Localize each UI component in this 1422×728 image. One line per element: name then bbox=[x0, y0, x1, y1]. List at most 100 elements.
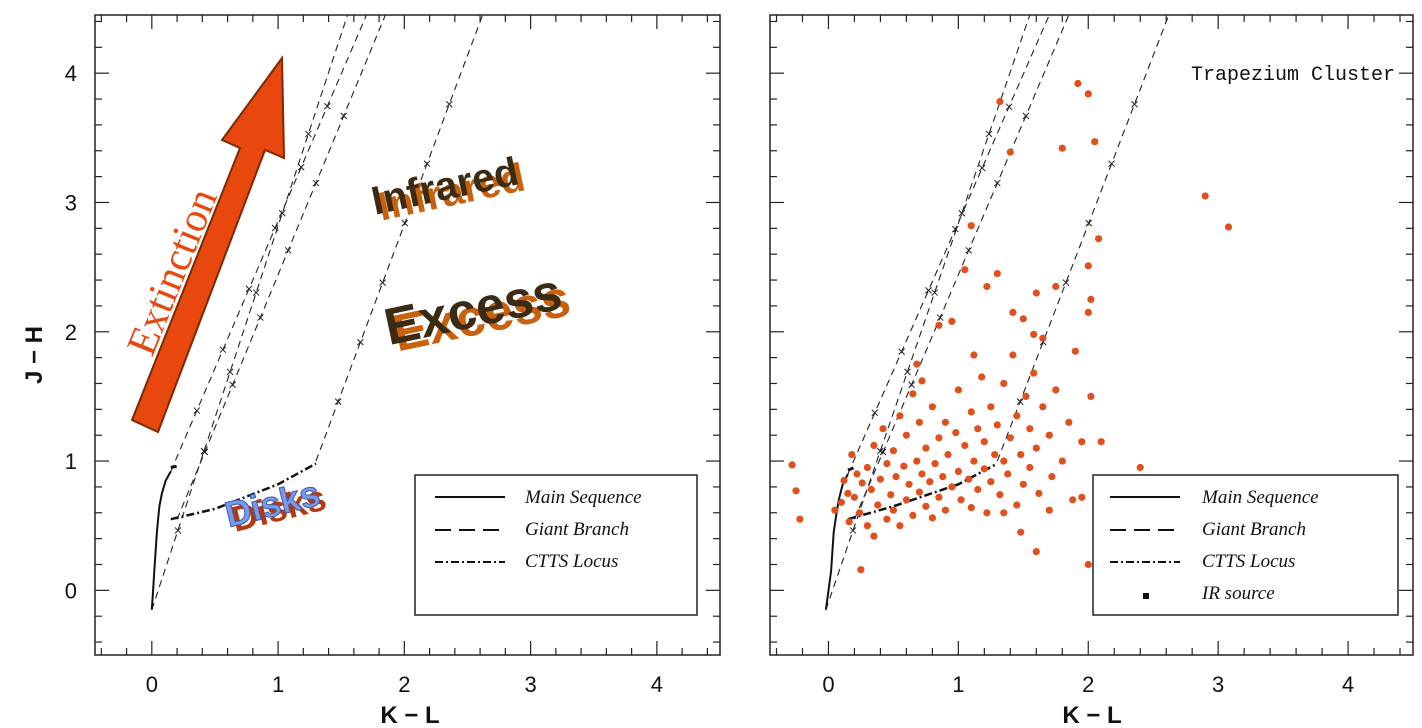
left-x-tick-label: 4 bbox=[651, 672, 663, 697]
left-reddening-marker bbox=[334, 398, 342, 405]
left-reddening-line bbox=[151, 14, 349, 610]
ir-source-point bbox=[1071, 347, 1079, 355]
ir-source-point bbox=[967, 408, 975, 416]
ir-source-point bbox=[1000, 509, 1008, 517]
left-reddening-marker bbox=[284, 246, 292, 254]
left-legend-giant-branch: Giant Branch bbox=[525, 519, 629, 540]
ir-source-point bbox=[870, 441, 878, 450]
ir-source-point bbox=[941, 506, 950, 514]
left-curves bbox=[150, 14, 484, 610]
ir-source-point bbox=[961, 441, 969, 450]
ir-source-point bbox=[845, 518, 853, 526]
ir-source-point bbox=[928, 514, 937, 522]
right-reddening-marker bbox=[925, 287, 932, 294]
ir-source-point bbox=[863, 463, 872, 472]
ir-source-point bbox=[922, 502, 930, 510]
left-ticks: 0 1 2 3 4 0 1 2 3 4 bbox=[65, 15, 720, 697]
ir-source-point bbox=[974, 425, 982, 433]
ir-source-point bbox=[944, 451, 952, 459]
ir-source-point bbox=[1084, 262, 1092, 270]
ir-source-point bbox=[974, 485, 982, 494]
left-reddening-line bbox=[315, 14, 484, 462]
ir-source-point bbox=[1013, 412, 1021, 420]
left-reddening-marker bbox=[305, 130, 312, 138]
ir-source-point bbox=[1084, 560, 1092, 569]
right-reddening-marker bbox=[904, 368, 911, 376]
left-reddening-marker bbox=[445, 100, 453, 108]
ir-source-point bbox=[1006, 434, 1014, 442]
ir-source-point bbox=[1074, 79, 1082, 88]
ir-source-point bbox=[1013, 501, 1021, 509]
ir-source-point bbox=[889, 447, 898, 455]
ir-source-point bbox=[870, 532, 878, 540]
ir-source-point bbox=[978, 373, 986, 381]
ir-source-point bbox=[987, 478, 995, 486]
ir-source-point bbox=[928, 403, 937, 411]
right-legend-box bbox=[1092, 474, 1399, 616]
ir-source-point bbox=[1136, 463, 1144, 472]
ir-source-point bbox=[954, 467, 963, 475]
extinction-arrow-shape bbox=[130, 55, 286, 434]
left-reddening-marker bbox=[323, 102, 331, 110]
left-x-tick-label: 1 bbox=[272, 672, 284, 697]
right-reddening-marker bbox=[908, 381, 915, 389]
ir-source-point bbox=[850, 493, 859, 501]
right-ir-sources bbox=[788, 79, 1233, 574]
infrared-word: Infrared Infrared bbox=[368, 150, 529, 230]
ir-source-point bbox=[905, 480, 913, 488]
right-x-tick-label: 0 bbox=[822, 672, 834, 697]
ir-source-point bbox=[915, 488, 924, 496]
ir-source-point bbox=[1087, 392, 1095, 400]
right-reddening-marker bbox=[993, 179, 1001, 187]
ir-source-point bbox=[1026, 463, 1034, 472]
ir-source-point bbox=[896, 412, 904, 420]
ir-source-point bbox=[918, 470, 926, 478]
ir-source-point bbox=[1201, 192, 1209, 200]
ir-source-point bbox=[883, 460, 891, 468]
ir-source-point bbox=[1017, 451, 1025, 459]
right-reddening-line bbox=[853, 14, 1070, 520]
ir-source-point bbox=[853, 470, 861, 478]
left-main-sequence-curve bbox=[150, 470, 172, 610]
ir-source-point bbox=[915, 418, 924, 426]
ir-source-point bbox=[991, 451, 999, 459]
right-reddening-marker bbox=[931, 289, 938, 296]
right-reddening-marker bbox=[1016, 398, 1024, 405]
ir-source-point bbox=[1048, 473, 1056, 481]
right-chart-title: Trapezium Cluster bbox=[1191, 64, 1395, 87]
ir-source-point bbox=[837, 498, 846, 506]
ir-source-point bbox=[1006, 148, 1014, 156]
ir-source-point bbox=[788, 461, 796, 469]
right-reddening-marker bbox=[898, 348, 905, 355]
ir-source-point bbox=[935, 434, 943, 442]
right-panel: 0 1 2 3 4 Trapezium Cluster Main Sequence Gi… bbox=[769, 14, 1414, 728]
ir-source-point bbox=[867, 485, 875, 494]
right-reddening-line bbox=[996, 14, 1170, 462]
ir-source-point bbox=[887, 491, 895, 499]
ir-source-point bbox=[970, 457, 978, 465]
ir-source-point bbox=[1224, 223, 1233, 231]
ir-source-point bbox=[935, 493, 943, 501]
left-y-tick-label: 4 bbox=[65, 61, 77, 86]
left-y-tick-label: 0 bbox=[65, 578, 77, 603]
ir-source-point bbox=[967, 222, 975, 230]
right-x-tick-label: 1 bbox=[952, 672, 964, 697]
right-legend-giant-branch: Giant Branch bbox=[1202, 519, 1306, 540]
ir-source-point bbox=[926, 478, 934, 486]
right-legend-swatch-ir-source bbox=[1143, 593, 1149, 599]
left-reddening-marker bbox=[297, 163, 305, 171]
left-y-tick-label: 2 bbox=[65, 320, 77, 345]
ir-source-point bbox=[1069, 496, 1077, 504]
left-reddening-marker bbox=[423, 160, 431, 168]
right-legend-ctts-locus: CTTS Locus bbox=[1202, 551, 1295, 572]
ir-source-point bbox=[1009, 308, 1017, 316]
ir-source-point bbox=[941, 418, 950, 426]
right-x-tick-label: 3 bbox=[1212, 672, 1224, 697]
right-reddening-marker bbox=[1108, 160, 1115, 168]
ir-source-point bbox=[857, 566, 865, 574]
ir-source-point bbox=[909, 390, 917, 398]
right-curves bbox=[824, 14, 1170, 610]
ir-source-point bbox=[1004, 470, 1012, 478]
right-reddening-marker bbox=[958, 209, 966, 217]
